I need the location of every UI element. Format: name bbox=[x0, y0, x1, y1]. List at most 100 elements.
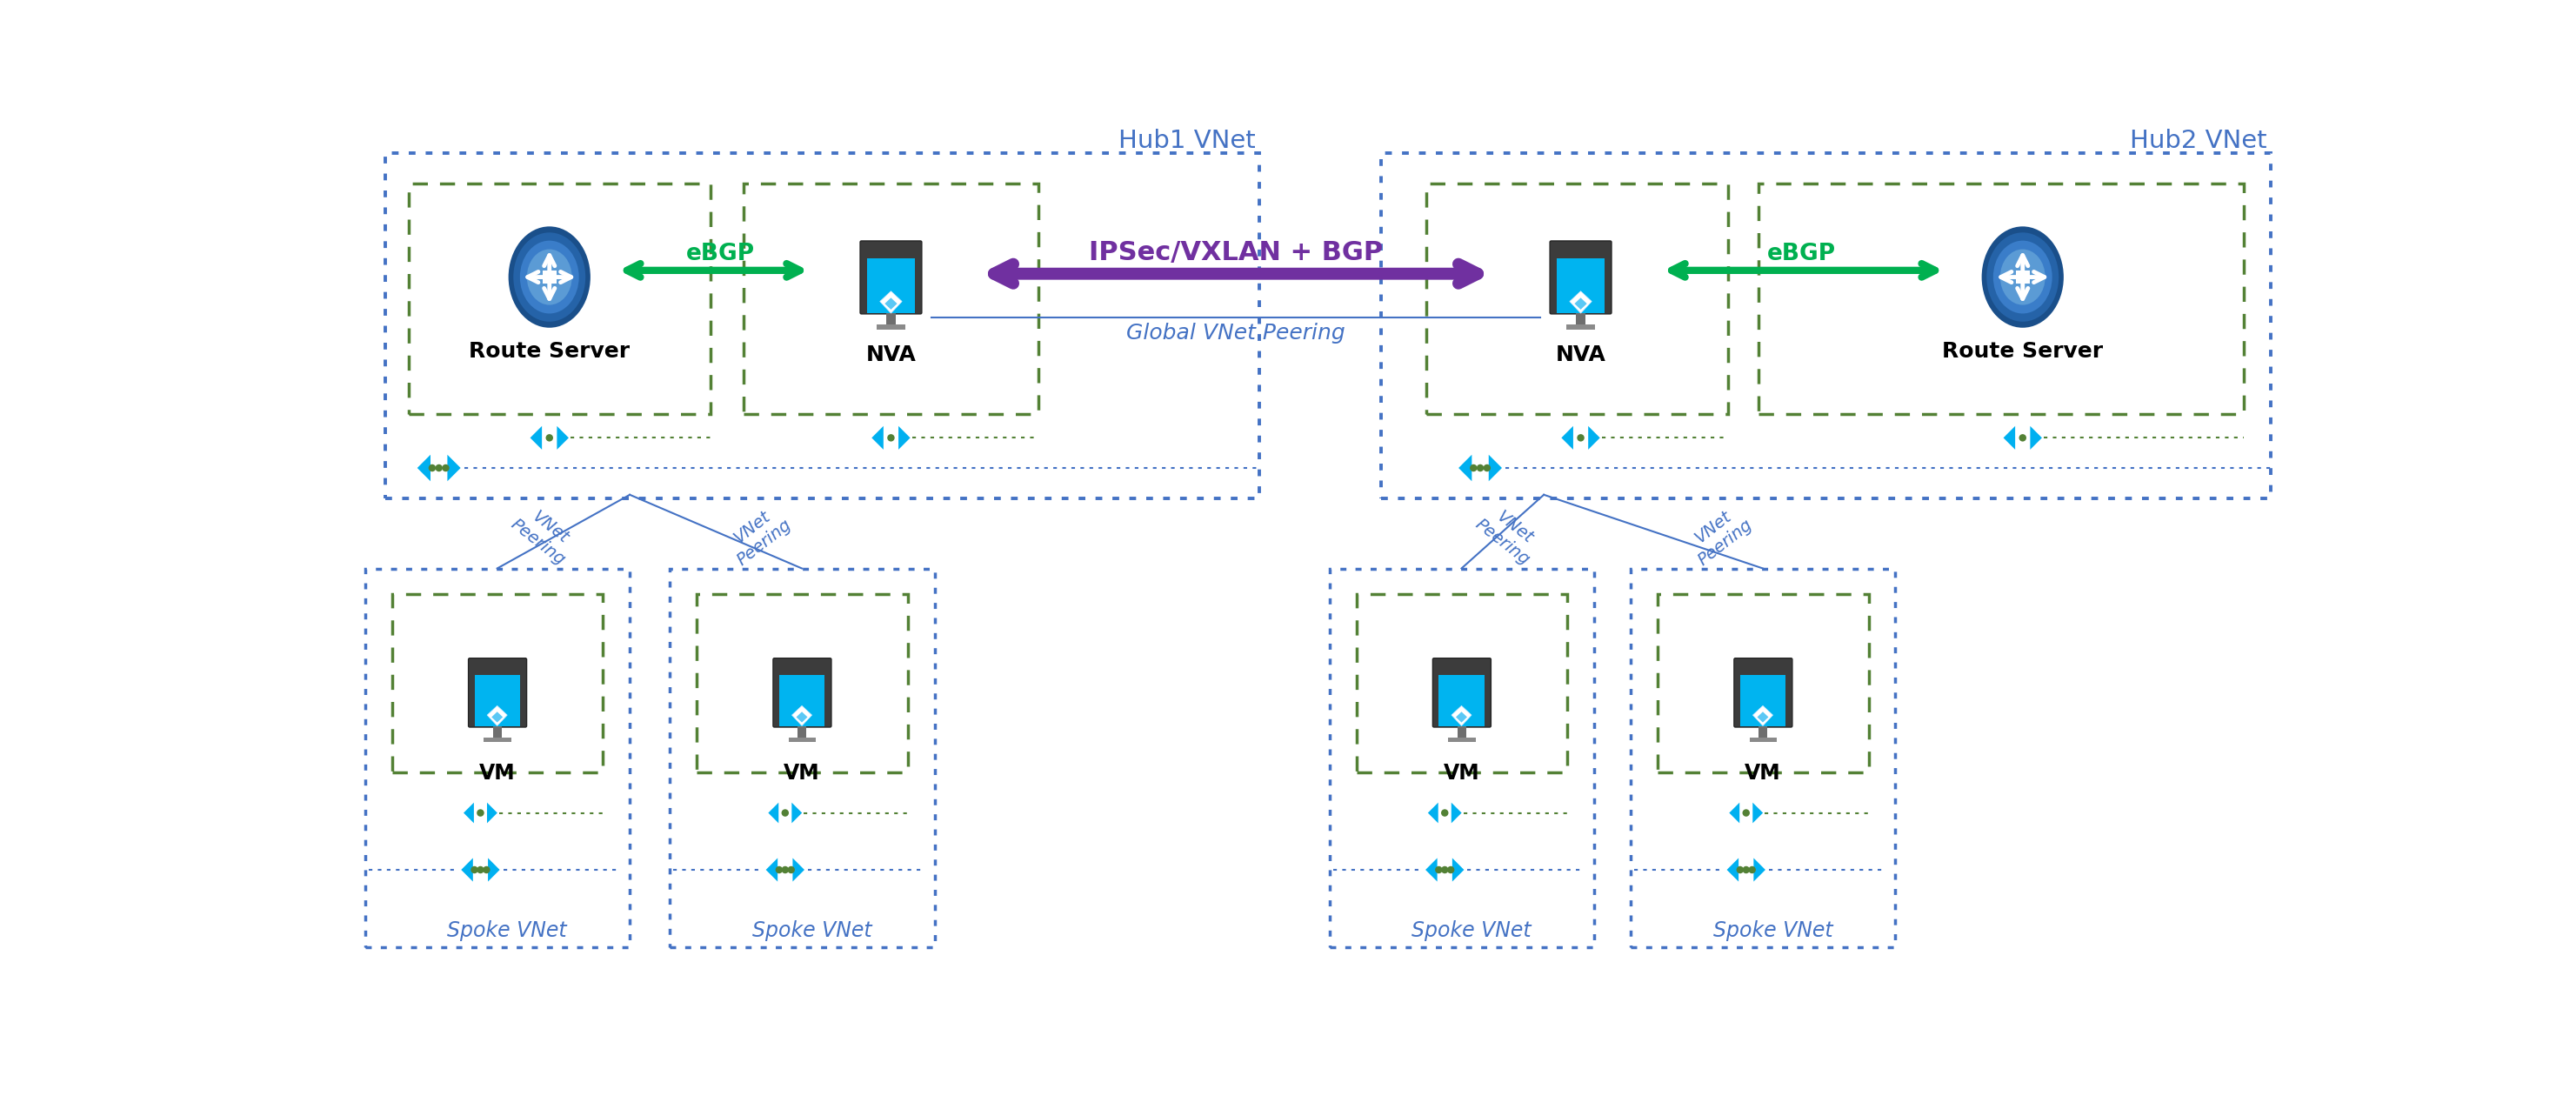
FancyBboxPatch shape bbox=[1556, 258, 1605, 313]
Polygon shape bbox=[1754, 858, 1765, 882]
Bar bbox=[696, 593, 907, 773]
Polygon shape bbox=[796, 712, 806, 722]
Ellipse shape bbox=[1981, 226, 2063, 327]
Bar bbox=[876, 325, 907, 330]
Text: Spoke VNet: Spoke VNet bbox=[752, 920, 871, 942]
Polygon shape bbox=[464, 803, 474, 823]
Polygon shape bbox=[1726, 858, 1739, 882]
Circle shape bbox=[1741, 866, 1749, 874]
Circle shape bbox=[1435, 866, 1443, 874]
Text: VM: VM bbox=[783, 763, 819, 784]
Polygon shape bbox=[1752, 803, 1762, 823]
Ellipse shape bbox=[1986, 233, 2058, 322]
FancyBboxPatch shape bbox=[778, 675, 824, 726]
Polygon shape bbox=[1453, 858, 1463, 882]
Polygon shape bbox=[1427, 803, 1437, 823]
Text: Hub2 VNet: Hub2 VNet bbox=[2130, 129, 2267, 153]
Bar bbox=[410, 183, 711, 415]
Circle shape bbox=[477, 866, 484, 874]
Bar bbox=[886, 313, 896, 325]
Bar bbox=[1329, 569, 1595, 947]
FancyBboxPatch shape bbox=[474, 675, 520, 726]
Text: Route Server: Route Server bbox=[469, 340, 631, 362]
Polygon shape bbox=[881, 292, 902, 313]
Polygon shape bbox=[1569, 292, 1592, 313]
Polygon shape bbox=[1489, 455, 1502, 481]
Bar bbox=[366, 569, 629, 947]
Bar bbox=[1448, 737, 1476, 742]
Text: Spoke VNet: Spoke VNet bbox=[1713, 920, 1832, 942]
Polygon shape bbox=[492, 712, 502, 722]
Circle shape bbox=[1484, 465, 1492, 471]
FancyBboxPatch shape bbox=[1440, 675, 1484, 726]
Polygon shape bbox=[899, 426, 909, 449]
Polygon shape bbox=[1752, 705, 1772, 725]
Circle shape bbox=[1749, 866, 1757, 874]
Bar bbox=[744, 183, 1038, 415]
Circle shape bbox=[1461, 720, 1463, 724]
Bar bbox=[1749, 737, 1777, 742]
Ellipse shape bbox=[1999, 250, 2045, 305]
Circle shape bbox=[1471, 465, 1476, 471]
Polygon shape bbox=[461, 858, 474, 882]
Polygon shape bbox=[487, 705, 507, 725]
Circle shape bbox=[1440, 810, 1448, 816]
Circle shape bbox=[886, 434, 894, 441]
Text: VNet
Peering: VNet Peering bbox=[1682, 501, 1757, 569]
Bar bbox=[1631, 569, 1896, 947]
Bar bbox=[788, 737, 817, 742]
Polygon shape bbox=[793, 858, 804, 882]
Circle shape bbox=[1762, 720, 1765, 724]
Circle shape bbox=[435, 465, 443, 471]
Text: VNet
Peering: VNet Peering bbox=[507, 501, 580, 569]
Text: Spoke VNet: Spoke VNet bbox=[448, 920, 567, 942]
Polygon shape bbox=[2004, 426, 2014, 449]
Circle shape bbox=[1476, 465, 1484, 471]
Polygon shape bbox=[531, 426, 541, 449]
Ellipse shape bbox=[507, 226, 590, 327]
Polygon shape bbox=[791, 705, 811, 725]
Circle shape bbox=[788, 866, 796, 874]
Text: eBGP: eBGP bbox=[685, 242, 755, 265]
Bar bbox=[544, 271, 556, 284]
Polygon shape bbox=[1450, 705, 1471, 725]
Text: NVA: NVA bbox=[866, 344, 917, 365]
Circle shape bbox=[889, 306, 894, 311]
Bar bbox=[1427, 183, 1728, 415]
Circle shape bbox=[781, 866, 788, 874]
Bar bbox=[386, 153, 1260, 498]
Ellipse shape bbox=[520, 241, 580, 314]
Polygon shape bbox=[1728, 803, 1739, 823]
Bar bbox=[1759, 183, 2244, 415]
FancyBboxPatch shape bbox=[1739, 675, 1785, 726]
Polygon shape bbox=[448, 455, 461, 481]
Polygon shape bbox=[1561, 426, 1574, 449]
Ellipse shape bbox=[1994, 241, 2053, 314]
Polygon shape bbox=[768, 803, 778, 823]
Polygon shape bbox=[765, 858, 778, 882]
Bar bbox=[1458, 725, 1466, 737]
Bar bbox=[1381, 153, 2269, 498]
Polygon shape bbox=[417, 455, 430, 481]
Circle shape bbox=[1577, 434, 1584, 441]
Polygon shape bbox=[556, 426, 569, 449]
Polygon shape bbox=[1458, 455, 1471, 481]
Text: IPSec/VXLAN + BGP: IPSec/VXLAN + BGP bbox=[1090, 241, 1383, 265]
FancyBboxPatch shape bbox=[1734, 658, 1793, 728]
Circle shape bbox=[775, 866, 783, 874]
Bar bbox=[1358, 593, 1566, 773]
Bar bbox=[392, 593, 603, 773]
Text: VM: VM bbox=[1443, 763, 1479, 784]
Circle shape bbox=[1448, 866, 1455, 874]
Polygon shape bbox=[1425, 858, 1437, 882]
Circle shape bbox=[495, 720, 500, 724]
Polygon shape bbox=[487, 858, 500, 882]
Text: NVA: NVA bbox=[1556, 344, 1605, 365]
Polygon shape bbox=[1574, 298, 1587, 309]
Text: Hub1 VNet: Hub1 VNet bbox=[1118, 129, 1257, 153]
Bar bbox=[1659, 593, 1868, 773]
FancyBboxPatch shape bbox=[469, 658, 526, 728]
Bar bbox=[484, 737, 510, 742]
Bar bbox=[1759, 725, 1767, 737]
Circle shape bbox=[1741, 810, 1749, 816]
